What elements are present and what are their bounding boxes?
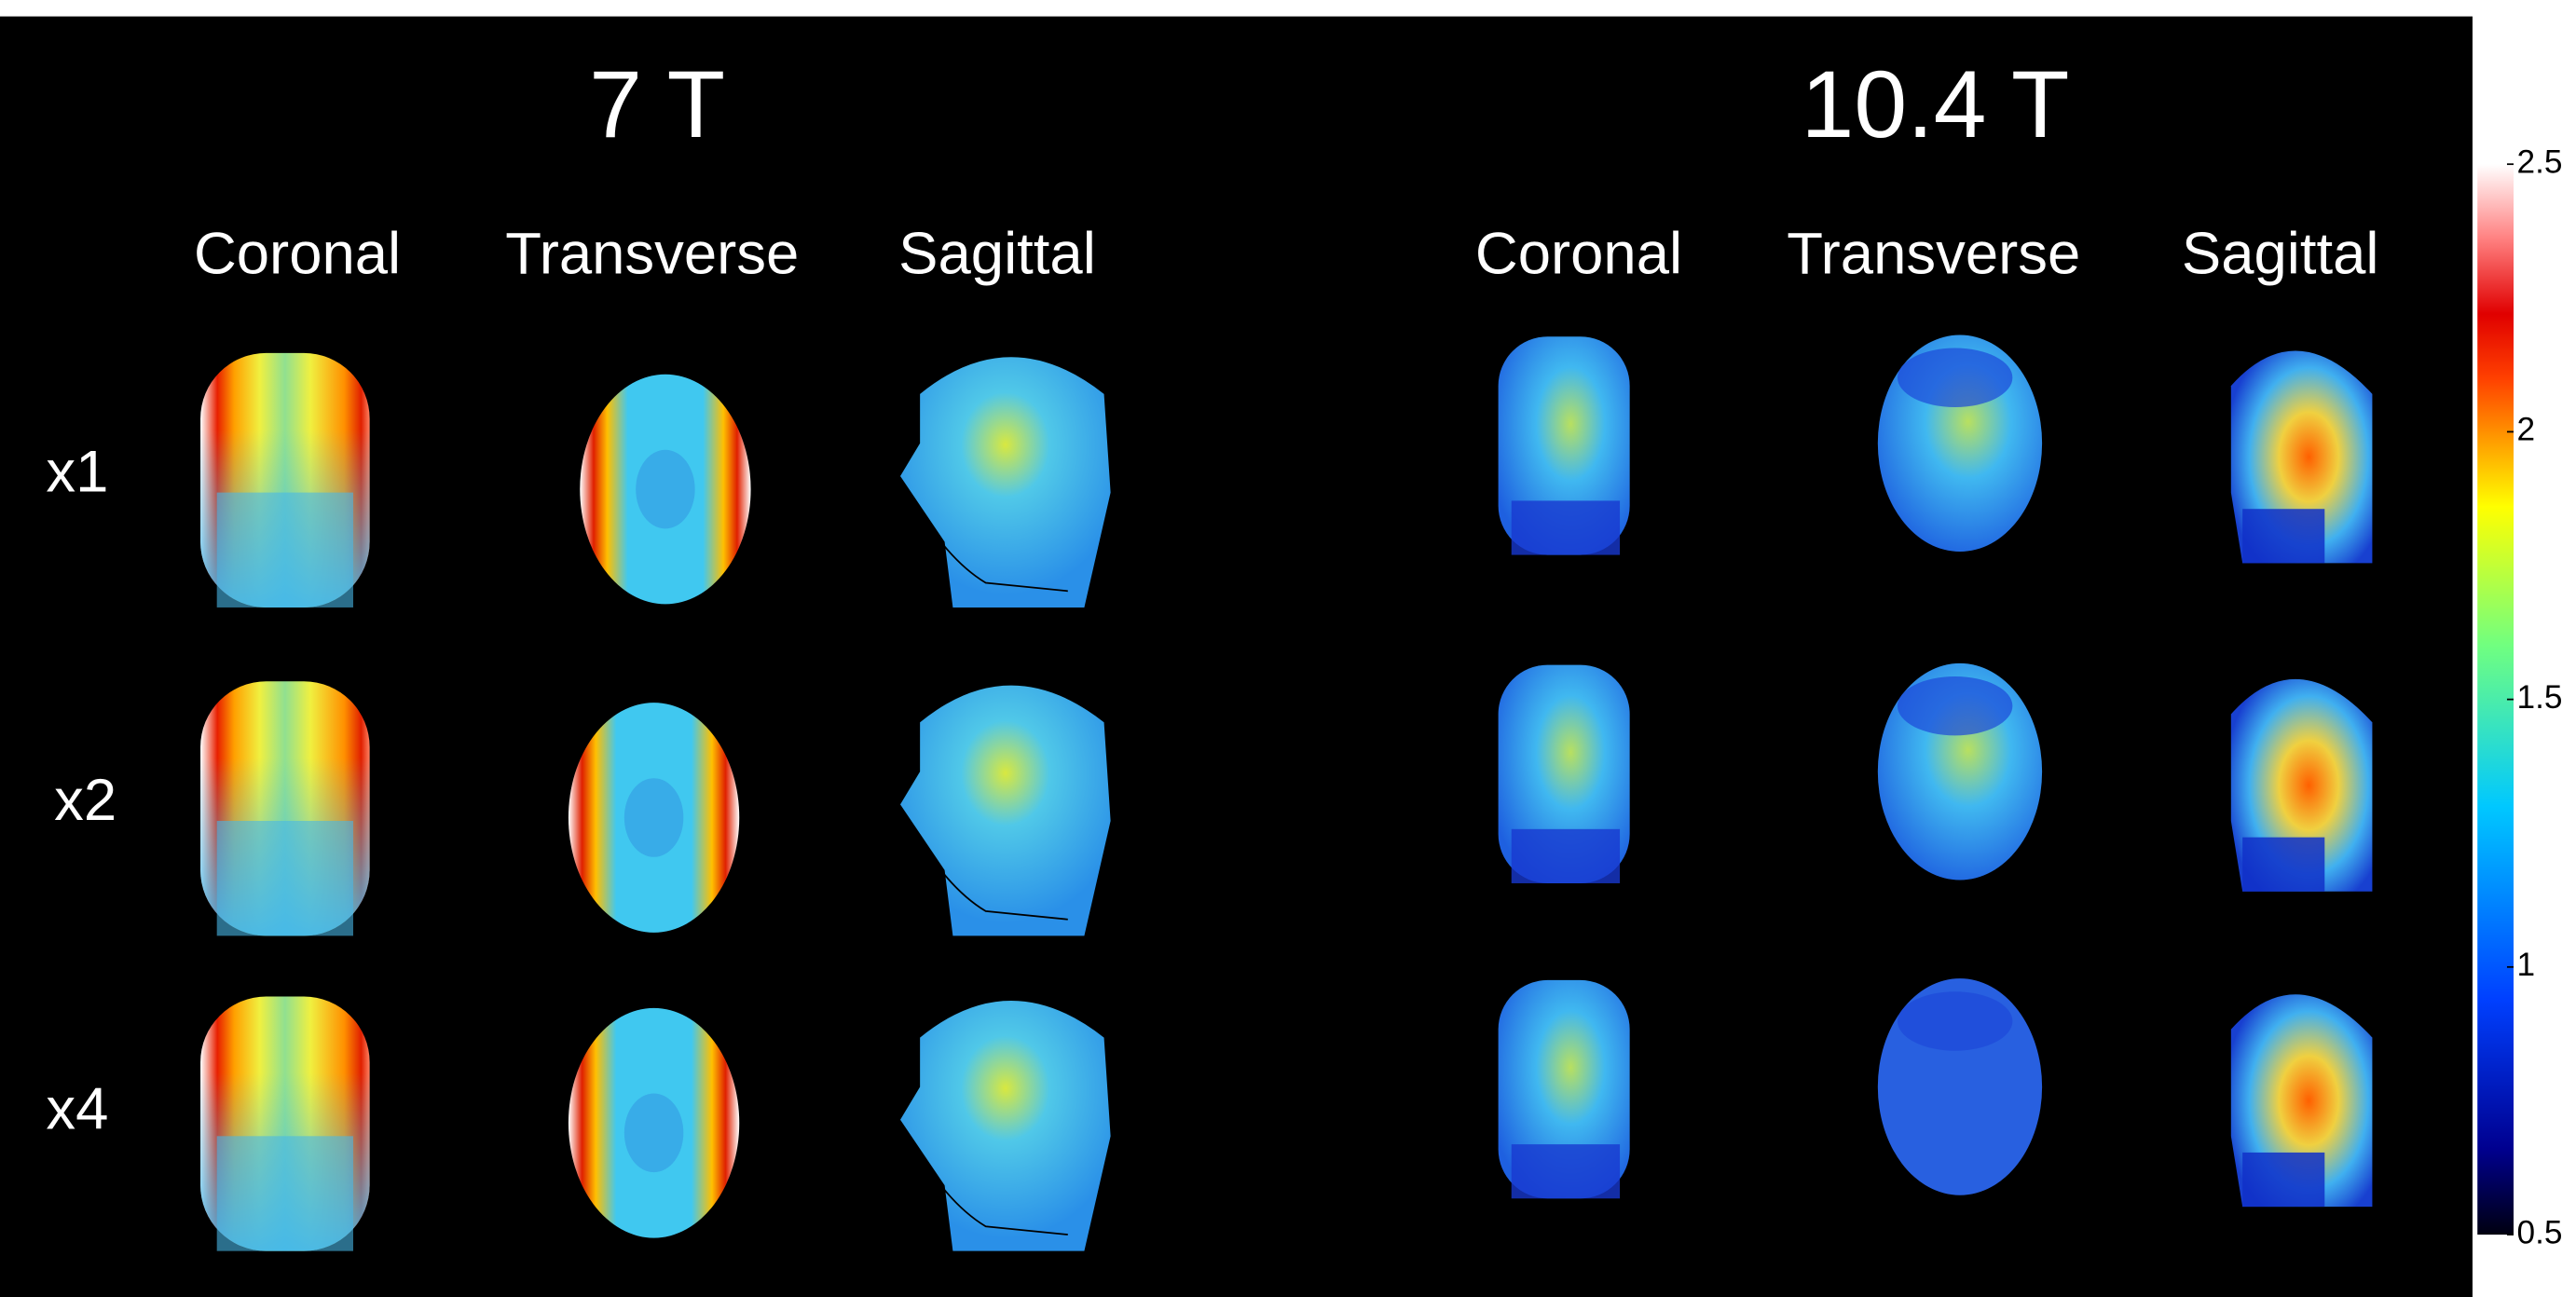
title: 7 T [589,50,725,157]
coronal-map-base [216,492,353,608]
coronal-map [1498,664,1630,883]
column-label: Coronal [194,221,401,286]
coronal-map-base [216,1136,353,1251]
sagittal-map [899,357,1111,608]
coronal-map-low [1511,828,1621,883]
sagittal-map-low [2242,1152,2325,1208]
sagittal-map-low [2242,837,2325,892]
row-label: x1 [46,440,108,505]
tick-label: 0.5 [2517,1214,2563,1250]
column-label: Sagittal [898,221,1096,286]
contour [908,1135,1068,1236]
column-label: Sagittal [2182,221,2379,286]
contour [908,492,1068,593]
background [0,16,2473,1297]
column-label: Transverse [1787,221,2080,286]
sagittal-map [899,1000,1111,1251]
tick-label: 1 [2517,947,2536,983]
sagittal-map-low [2242,509,2325,564]
transverse-map-spot [623,778,684,857]
row-label: x4 [46,1076,108,1141]
transverse-map-spot [623,1093,684,1173]
coronal-map [1498,336,1630,555]
contour [908,820,1068,921]
coronal-map [1498,979,1630,1199]
coronal-map-low [1511,500,1621,555]
sagittal-map [899,685,1111,936]
transverse-map-spot [636,449,695,529]
maps [200,334,2373,1251]
tick-label: 2.5 [2517,144,2563,181]
column-label: Coronal [1475,221,1682,286]
title: 10.4 T [1802,50,2070,157]
tick-label: 1.5 [2517,679,2563,716]
tick-label: 2 [2517,412,2536,448]
transverse-map-low [1897,348,2013,407]
coronal-map-low [1511,1144,1621,1199]
transverse-map-low [1897,991,2013,1051]
row-label: x2 [54,768,116,833]
coronal-map-base [216,821,353,936]
column-label: Transverse [505,221,799,286]
transverse-map-low [1897,676,2013,736]
